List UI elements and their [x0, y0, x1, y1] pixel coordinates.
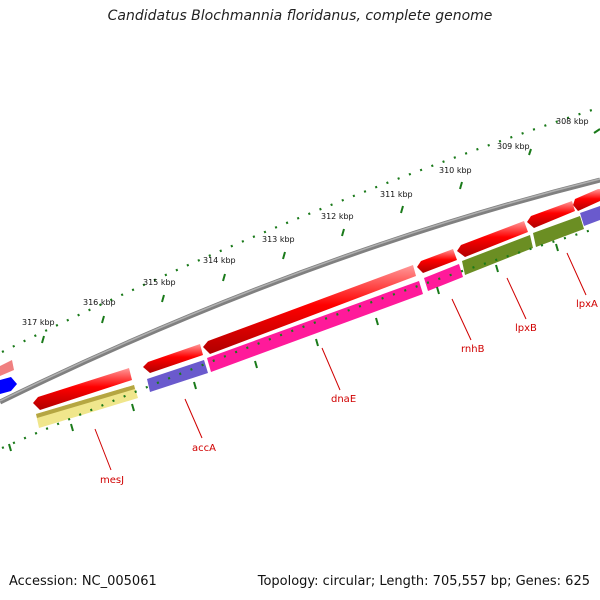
map-title: Candidatus Blochmannia floridanus, compl… — [107, 8, 493, 24]
ruler-label-316: 316 kbp — [83, 298, 116, 307]
yellow-feature — [36, 385, 138, 428]
cds-arrow — [417, 249, 457, 273]
inner-ruler — [1, 226, 599, 452]
ruler-label-311: 311 kbp — [380, 190, 413, 199]
leader-lpxA — [566, 252, 587, 296]
leader-mesJ — [94, 428, 112, 471]
forward-cds — [0, 189, 600, 410]
olive-feature — [533, 216, 584, 247]
ruler-label-309: 309 kbp — [497, 142, 530, 151]
cds-arrow — [143, 344, 203, 373]
purple-feature — [580, 206, 600, 226]
inner-features — [36, 206, 600, 428]
gene-label-dnaE: dnaE — [331, 394, 356, 405]
ruler-label-315: 315 kbp — [143, 278, 176, 287]
leader-accA — [184, 398, 203, 439]
cds-arrow — [573, 189, 600, 211]
gene-labels: lpxA lpxB rnhB dnaE accA mesJ — [100, 299, 598, 486]
ruler-label-308: 308 kbp — [556, 117, 589, 126]
cds-arrow — [527, 201, 575, 228]
ruler-label-314: 314 kbp — [203, 256, 236, 265]
leader-lpxB — [506, 277, 527, 320]
accession-label: Accession: NC_005061 — [9, 574, 157, 589]
cds-arrow — [203, 265, 416, 354]
leader-rnhB — [451, 298, 472, 341]
gene-leaders — [94, 252, 587, 471]
salmon-feature — [0, 360, 14, 376]
gene-label-lpxA: lpxA — [576, 299, 598, 310]
pink-feature — [207, 281, 423, 372]
gene-label-lpxB: lpxB — [515, 323, 537, 334]
purple-feature — [147, 360, 208, 392]
ruler-label-317: 317 kbp — [22, 318, 55, 327]
pink-feature — [424, 264, 463, 291]
cds-arrow — [457, 221, 528, 257]
ruler-label-310: 310 kbp — [439, 166, 472, 175]
genome-backbone — [0, 177, 600, 405]
olive-stripe — [36, 385, 135, 418]
leader-dnaE — [321, 347, 341, 391]
gene-label-rnhB: rnhB — [461, 344, 485, 355]
ruler-labels: 308 kbp 309 kbp 310 kbp 311 kbp 312 kbp … — [22, 117, 589, 327]
ruler-label-313: 313 kbp — [262, 235, 295, 244]
gene-label-accA: accA — [192, 443, 216, 454]
ruler-label-312: 312 kbp — [321, 212, 354, 221]
gene-label-mesJ: mesJ — [100, 475, 124, 486]
blue-feature — [0, 377, 17, 394]
genome-summary: Topology: circular; Length: 705,557 bp; … — [257, 574, 590, 589]
olive-feature — [462, 235, 533, 275]
cds-arrow — [33, 368, 132, 410]
outer-ruler — [1, 106, 600, 353]
